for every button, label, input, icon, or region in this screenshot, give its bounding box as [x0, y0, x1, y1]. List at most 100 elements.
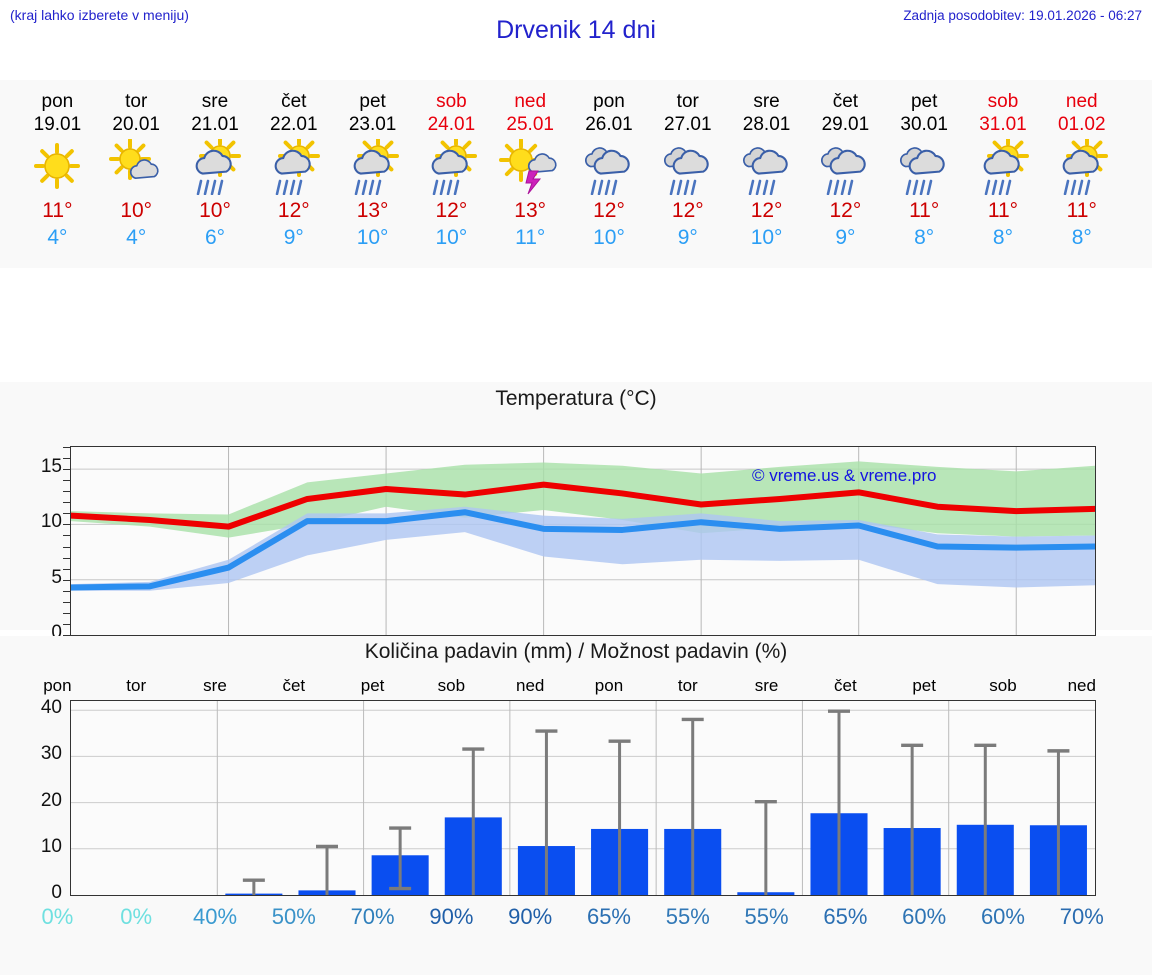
cloud-rain-icon — [806, 137, 885, 197]
precipitation-probability-label: 60% — [980, 904, 1025, 929]
precipitation-probability-label: 55% — [665, 904, 710, 929]
precipitation-probability-label: 90% — [508, 904, 553, 929]
precipitation-day-label: pon — [43, 676, 72, 695]
precipitation-probability-label: 50% — [271, 904, 316, 929]
precipitation-probability-label: 70% — [1059, 904, 1104, 929]
forecast-day-card[interactable]: pet 23.01 13° 10° — [333, 80, 412, 268]
temperature-axis-minor-tick — [63, 601, 70, 603]
forecast-temp-max: 11° — [1066, 199, 1097, 222]
forecast-day-date: 25.01 — [506, 114, 554, 135]
temperature-axis-minor-tick — [63, 568, 70, 570]
temperature-axis-minor-tick — [63, 469, 70, 471]
forecast-day-name: tor — [125, 91, 148, 112]
forecast-day-name: čet — [832, 91, 859, 112]
precipitation-day-label: tor — [677, 676, 698, 695]
forecast-day-card[interactable]: ned 25.01 13° 11° — [491, 80, 570, 268]
precipitation-y-tick: 10 — [40, 835, 62, 857]
precipitation-day-label: sob — [989, 676, 1017, 695]
forecast-temp-min: 9° — [835, 226, 856, 249]
precipitation-day-label: tor — [126, 676, 147, 695]
precipitation-y-tick: 0 — [51, 882, 62, 903]
last-updated: Zadnja posodobitev: 19.01.2026 - 06:27 — [903, 8, 1142, 23]
temperature-chart-section: Temperatura (°C) 0 5 10 15 © vreme.us & vre… — [0, 382, 1152, 643]
forecast-day-card[interactable]: pon 19.01 11° 4° — [18, 80, 97, 268]
forecast-temp-min: 4° — [126, 226, 147, 249]
precipitation-day-label: čet — [282, 676, 306, 695]
forecast-temp-min: 10° — [435, 226, 468, 249]
forecast-day-card[interactable]: ned 01.02 11° 8° — [1042, 80, 1121, 268]
sun-icon — [18, 137, 97, 197]
precipitation-probability-label: 65% — [823, 904, 868, 929]
daily-forecast-strip: pon 19.01 11° 4° tor 20.01 10° 4° sre 21.01 10° 6… — [0, 80, 1152, 268]
forecast-temp-max: 11° — [42, 199, 73, 222]
precipitation-plot-area — [70, 700, 1096, 896]
forecast-day-name: pet — [910, 91, 938, 112]
temperature-axis-minor-tick — [63, 458, 70, 460]
forecast-day-name: pon — [41, 91, 74, 112]
forecast-temp-max: 10° — [120, 199, 153, 222]
forecast-day-name: ned — [1065, 91, 1098, 112]
precipitation-probability-label: 90% — [429, 904, 474, 929]
forecast-day-date: 26.01 — [585, 114, 633, 135]
forecast-temp-max: 13° — [514, 199, 547, 222]
forecast-temp-max: 12° — [435, 199, 468, 222]
forecast-temp-min: 9° — [283, 226, 304, 249]
precipitation-chart-title: Količina padavin (mm) / Možnost padavin … — [364, 640, 788, 663]
precipitation-probability-label: 65% — [586, 904, 631, 929]
forecast-temp-max: 13° — [356, 199, 389, 222]
forecast-day-card[interactable]: čet 29.01 12° 9° — [806, 80, 885, 268]
sun-cloud-rain-icon — [333, 137, 412, 197]
precipitation-y-tick: 40 — [40, 697, 62, 719]
precipitation-day-label: ned — [515, 676, 545, 695]
forecast-day-card[interactable]: pon 26.01 12° 10° — [570, 80, 649, 268]
forecast-day-card[interactable]: sob 31.01 11° 8° — [964, 80, 1043, 268]
forecast-temp-max: 11° — [909, 199, 940, 222]
precipitation-day-label: sob — [437, 676, 466, 695]
forecast-day-card[interactable]: čet 22.01 12° 9° — [254, 80, 333, 268]
forecast-day-card[interactable]: sre 21.01 10° 6° — [176, 80, 255, 268]
menu-hint: (kraj lahko izberete v meniju) — [10, 7, 189, 23]
forecast-temp-min: 6° — [204, 226, 226, 249]
precipitation-probability-label: 55% — [744, 904, 789, 929]
precipitation-day-labels: pon tor sre čet pet sob ned pon tor sre čet pet sob n… — [18, 676, 1128, 696]
forecast-day-name: ned — [514, 91, 547, 112]
precipitation-day-label: ned — [1067, 676, 1096, 695]
precipitation-day-label: pon — [594, 676, 624, 695]
forecast-temp-max: 10° — [199, 199, 231, 222]
forecast-temp-min: 10° — [356, 226, 389, 249]
forecast-day-date: 29.01 — [821, 114, 870, 135]
forecast-day-date: 24.01 — [427, 114, 476, 135]
temperature-axis-minor-tick — [63, 535, 70, 537]
temperature-axis-minor-tick — [63, 590, 70, 592]
temperature-axis-minor-tick — [63, 480, 70, 482]
forecast-day-date: 19.01 — [33, 114, 82, 135]
forecast-temp-min: 4° — [47, 226, 68, 249]
precipitation-probability-row: 0% 0% 40% 50% 70% 90% 90% 65% 55% 55% 65% 60% 60% 70% — [18, 904, 1128, 930]
forecast-day-date: 27.01 — [664, 114, 712, 135]
watermark: © vreme.us & vreme.pro — [752, 466, 937, 485]
forecast-temp-max: 12° — [671, 199, 704, 222]
precipitation-day-label: sre — [754, 676, 779, 695]
forecast-day-name: pon — [593, 91, 625, 112]
forecast-day-card[interactable]: tor 20.01 10° 4° — [97, 80, 176, 268]
precipitation-probability-label: 0% — [41, 904, 74, 929]
cloud-rain-icon — [570, 137, 649, 197]
forecast-day-card[interactable]: sre 28.01 12° 10° — [727, 80, 806, 268]
forecast-day-card[interactable]: sob 24.01 12° 10° — [412, 80, 491, 268]
temperature-plot-area — [70, 446, 1096, 636]
forecast-temp-min: 8° — [992, 226, 1013, 249]
precipitation-day-label: sre — [203, 676, 227, 695]
forecast-day-card[interactable]: tor 27.01 12° 9° — [648, 80, 727, 268]
sun-cloud-rain-icon — [1042, 137, 1121, 197]
forecast-day-card[interactable]: pet 30.01 11° 8° — [885, 80, 964, 268]
temperature-axis-minor-tick — [63, 557, 70, 559]
cloud-rain-icon — [885, 137, 964, 197]
forecast-temp-max: 11° — [987, 199, 1019, 222]
forecast-day-date: 21.01 — [191, 114, 239, 135]
forecast-day-date: 28.01 — [742, 114, 791, 135]
forecast-temp-min: 9° — [677, 226, 698, 249]
precipitation-y-tick: 30 — [40, 743, 62, 765]
precipitation-day-label: pet — [912, 676, 936, 695]
temperature-axis-minor-tick — [63, 546, 70, 548]
precipitation-y-tick: 20 — [40, 789, 62, 811]
